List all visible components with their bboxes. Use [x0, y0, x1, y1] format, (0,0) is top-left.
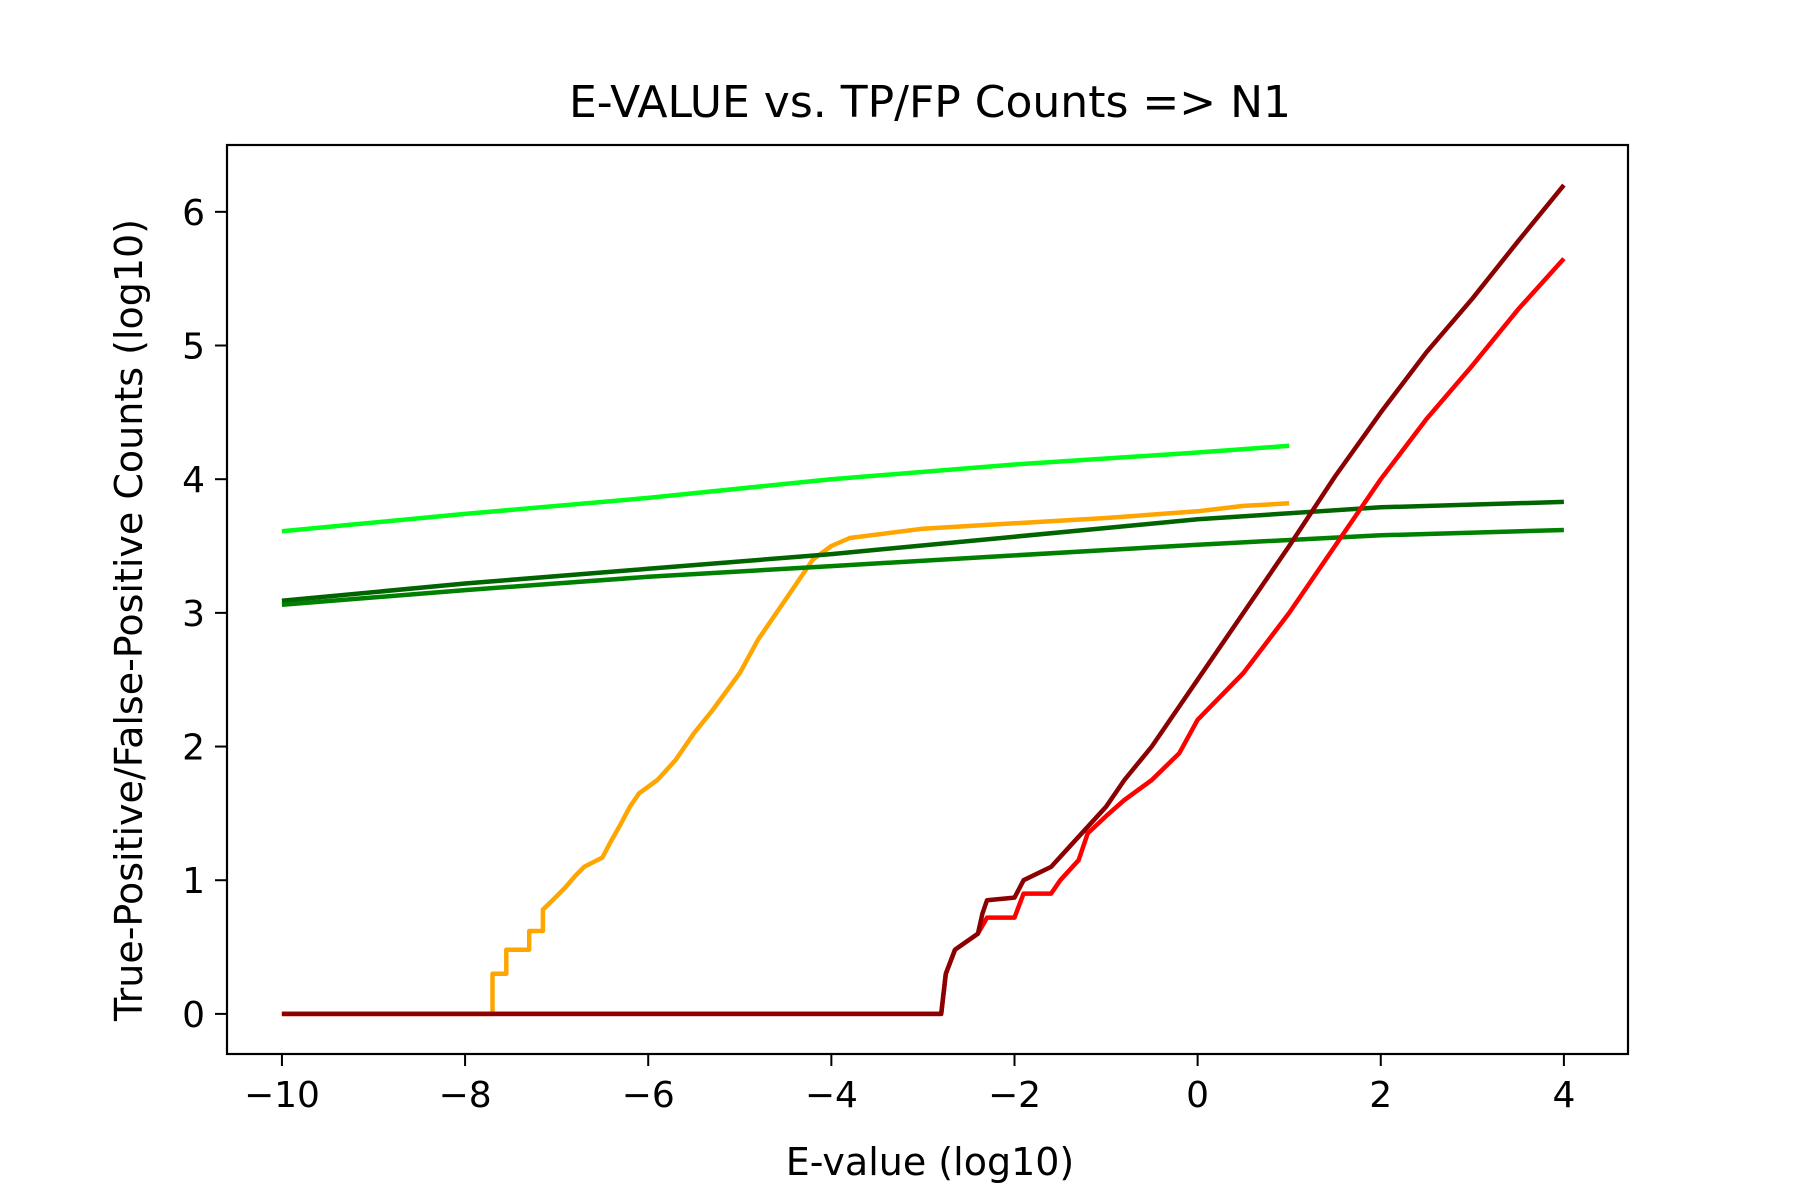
series-line-1: [281, 443, 1290, 534]
series-line-6: [281, 183, 1566, 1017]
y-tick-label: 2: [182, 728, 205, 769]
y-tick-label: 3: [182, 594, 205, 635]
y-tick-label: 6: [182, 193, 205, 234]
y-tick-label: 1: [182, 861, 205, 902]
series-line-2: [281, 501, 1290, 1017]
y-axis-title: True-Positive/False-Positive Counts (log…: [107, 219, 151, 1022]
y-axis-ticks: 0 1 2 3 4 5 6: [182, 193, 227, 1036]
x-axis-title: E-value (log10): [786, 1140, 1075, 1184]
x-tick-label: −10: [244, 1075, 320, 1116]
y-tick-label: 4: [182, 460, 205, 501]
y-tick-label: 0: [182, 995, 205, 1036]
x-tick-label: 4: [1552, 1075, 1575, 1116]
series-line-5: [281, 257, 1566, 1017]
x-axis-ticks: −10 −8 −6 −4 −2 0 2 4: [244, 1054, 1575, 1116]
chart-title: E-VALUE vs. TP/FP Counts => N1: [569, 77, 1291, 128]
series-line-4: [281, 527, 1564, 608]
series-layer: [281, 183, 1566, 1017]
x-tick-label: 2: [1369, 1075, 1392, 1116]
x-tick-label: −2: [988, 1075, 1041, 1116]
x-tick-label: −6: [622, 1075, 675, 1116]
x-tick-label: −8: [439, 1075, 492, 1116]
series-line-3: [281, 499, 1564, 604]
plot-frame: [225, 143, 1630, 1056]
x-tick-label: −4: [805, 1075, 858, 1116]
x-tick-label: 0: [1186, 1075, 1209, 1116]
y-tick-label: 5: [182, 327, 205, 368]
